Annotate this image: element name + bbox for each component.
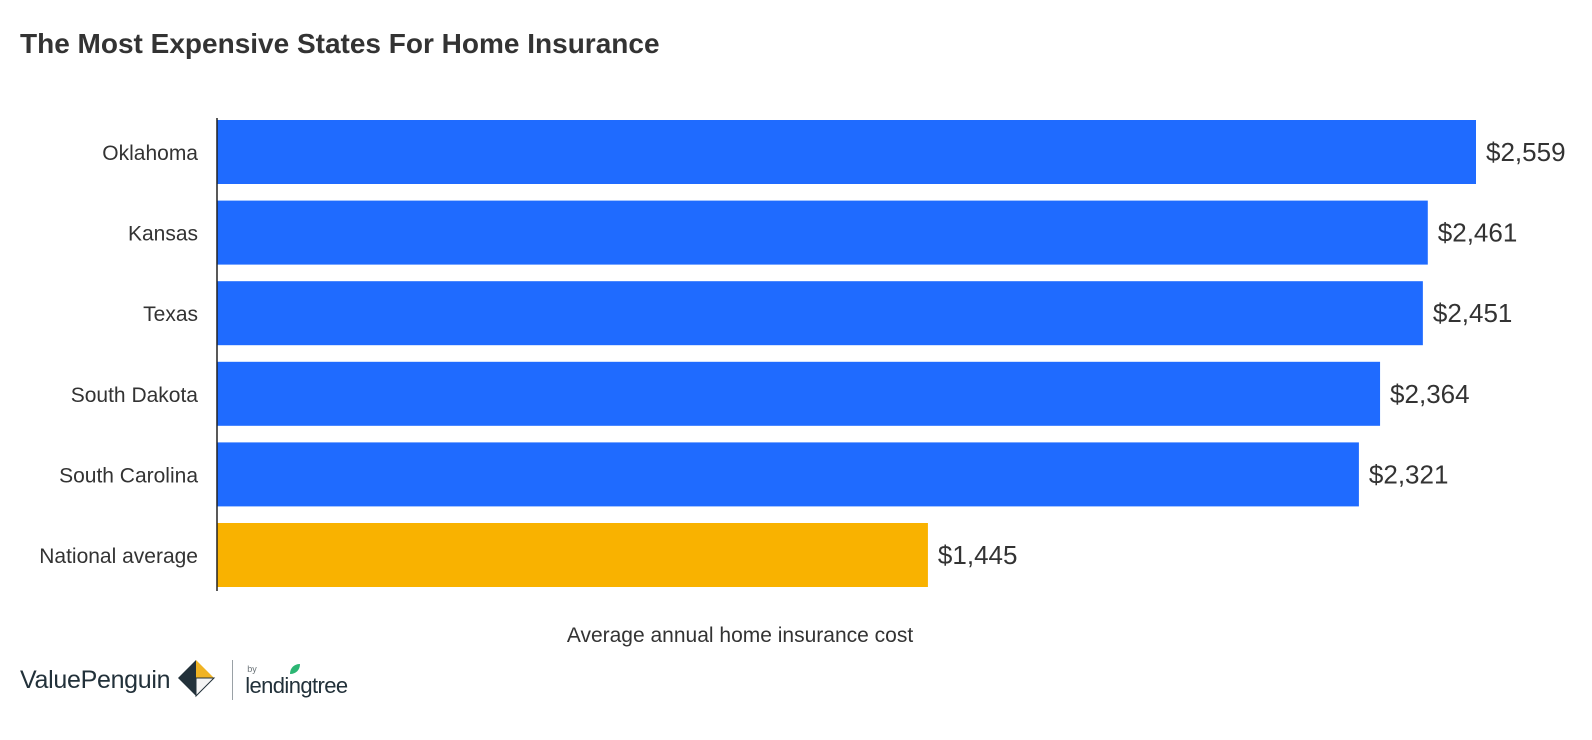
- category-label-oklahoma: Oklahoma: [102, 142, 198, 165]
- category-label-kansas: Kansas: [128, 223, 198, 246]
- category-label-texas: Texas: [143, 303, 198, 326]
- leaf-icon: [289, 662, 301, 680]
- bar-oklahoma: [217, 120, 1476, 184]
- value-label-south-dakota: $2,364: [1390, 379, 1470, 409]
- value-label-national-average: $1,445: [938, 540, 1018, 570]
- chart-title: The Most Expensive States For Home Insur…: [20, 28, 660, 59]
- valuepenguin-logo-icon: [176, 658, 216, 703]
- lendingtree-wordmark: lendingtree: [245, 673, 348, 698]
- bar-national-average: [217, 523, 928, 587]
- value-label-south-carolina: $2,321: [1369, 459, 1449, 489]
- bar-south-dakota: [217, 361, 1381, 426]
- x-axis-label: Average annual home insurance cost: [566, 624, 914, 647]
- lendingtree-logo: by lendingtree: [245, 658, 365, 702]
- category-label-national-average: National average: [39, 545, 198, 568]
- value-label-texas: $2,451: [1433, 298, 1513, 328]
- bar-texas: [217, 281, 1423, 346]
- category-label-south-carolina: South Carolina: [59, 464, 198, 487]
- by-label: by: [247, 664, 257, 674]
- value-label-kansas: $2,461: [1438, 218, 1518, 248]
- bar-kansas: [217, 200, 1428, 265]
- category-label-south-dakota: South Dakota: [71, 384, 199, 407]
- bar-south-carolina: [217, 442, 1359, 507]
- valuepenguin-wordmark: ValuePenguin: [20, 665, 171, 694]
- footer-divider: [232, 660, 234, 700]
- bar-chart: Oklahoma $2,559 Kansas $2,461 Texas $2,451 Sou…: [39, 118, 1566, 591]
- value-label-oklahoma: $2,559: [1486, 137, 1566, 167]
- footer-branding: ValuePenguin by lendingtree: [20, 658, 365, 702]
